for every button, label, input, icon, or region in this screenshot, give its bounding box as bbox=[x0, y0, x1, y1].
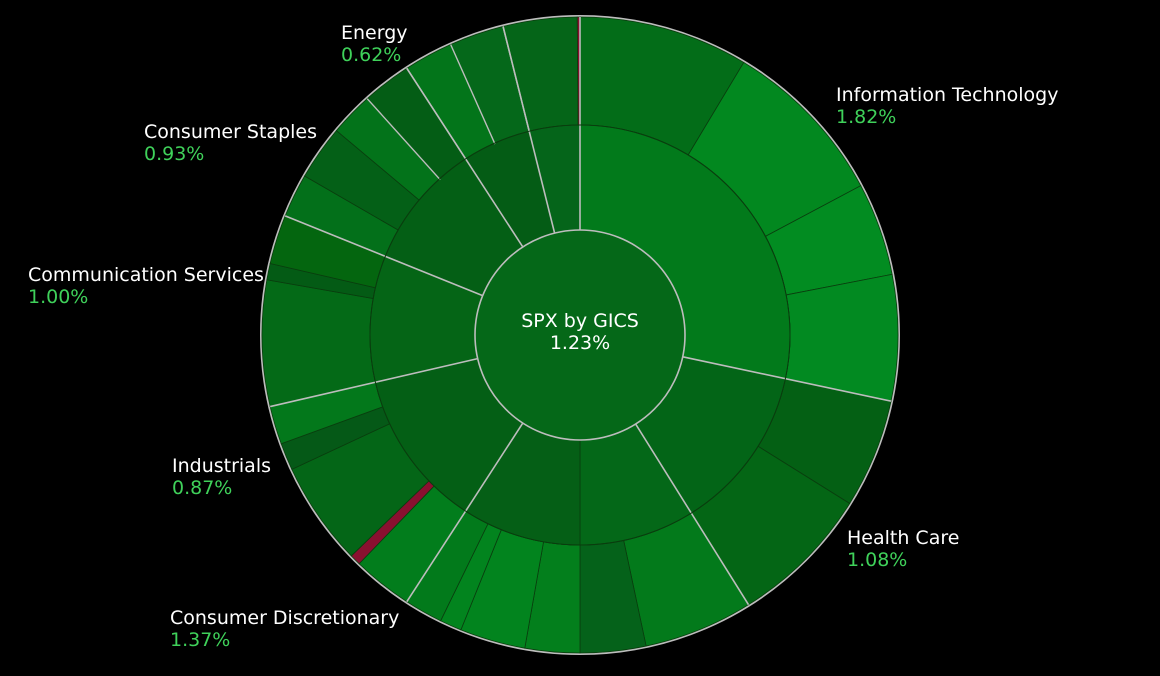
label-consumer-discretionary[interactable]: Consumer Discretionary 1.37% bbox=[170, 607, 399, 651]
sector-name: Consumer Discretionary bbox=[170, 607, 400, 629]
sector-divider-communication-services bbox=[269, 357, 478, 408]
chart-total-change: 1.23% bbox=[549, 332, 611, 354]
sector-name: Industrials bbox=[172, 455, 272, 477]
label-energy[interactable]: Energy 0.62% bbox=[341, 22, 408, 66]
chart-title: SPX by GICS bbox=[521, 310, 639, 332]
label-communication-services[interactable]: Communication Services 1.00% bbox=[28, 264, 264, 308]
sector-divider-industrials bbox=[406, 422, 524, 603]
sector-name: Energy bbox=[341, 22, 408, 44]
sector-name: Communication Services bbox=[28, 264, 264, 286]
sector-divider-consumer-staples bbox=[284, 215, 483, 297]
sector-divider-consumer-discretionary bbox=[634, 423, 750, 606]
chart-center-label: SPX by GICS 1.23% bbox=[480, 310, 680, 354]
sector-name: Information Technology bbox=[836, 84, 1059, 106]
industry-divider-3 bbox=[366, 98, 441, 181]
sector-change: 1.82% bbox=[836, 106, 897, 128]
label-industrials[interactable]: Industrials 0.87% bbox=[172, 455, 271, 499]
sector-name: Consumer Staples bbox=[144, 121, 318, 143]
sector-change: 1.08% bbox=[847, 549, 908, 571]
industry-divider-2 bbox=[406, 67, 467, 161]
label-consumer-staples[interactable]: Consumer Staples 0.93% bbox=[144, 121, 317, 165]
sector-change: 0.87% bbox=[172, 477, 233, 499]
sector-change: 1.00% bbox=[28, 286, 89, 308]
label-health-care[interactable]: Health Care 1.08% bbox=[847, 527, 959, 571]
label-information-technology[interactable]: Information Technology 1.82% bbox=[836, 84, 1058, 128]
sector-name: Health Care bbox=[847, 527, 960, 549]
sector-change: 0.93% bbox=[144, 143, 205, 165]
sector-change: 1.37% bbox=[170, 629, 231, 651]
sector-change: 0.62% bbox=[341, 44, 402, 66]
industry-divider-0 bbox=[502, 26, 531, 133]
industry-divider-1 bbox=[450, 44, 496, 145]
middle-ring-boundary bbox=[369, 124, 791, 546]
sector-divider-health-care bbox=[682, 356, 892, 402]
